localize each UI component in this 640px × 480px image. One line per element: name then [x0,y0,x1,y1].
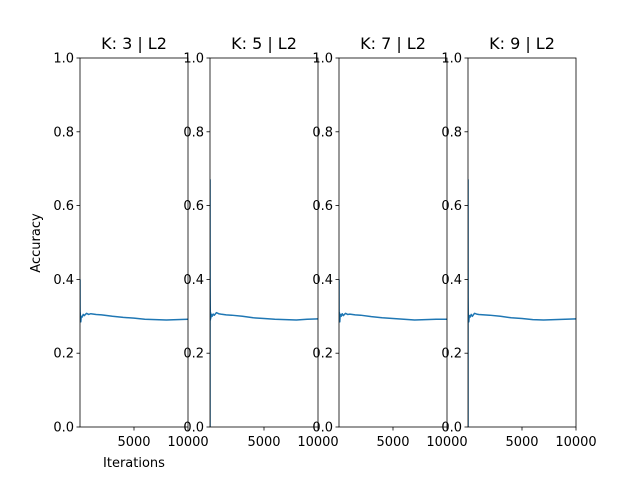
x-tick-label: 10000 [426,435,467,450]
x-tick-label: 10000 [297,435,338,450]
y-tick-label: 0.0 [441,421,462,436]
y-tick-label: 0.8 [441,125,462,140]
y-tick-label: 0.2 [183,347,204,362]
y-tick-label: 1.0 [312,52,333,67]
x-tick-label: 5000 [117,435,150,450]
x-tick-label: 5000 [376,435,409,450]
y-tick-label: 0.4 [53,273,74,288]
x-tick-label: 5000 [247,435,280,450]
subplot-3: 0.0 0.2 0.4 0.6 0.8 1.0 5000 10000 K: 7 | L2 [312,34,467,450]
y-tick-label: 0.0 [183,421,204,436]
y-tick-label: 0.8 [53,125,74,140]
y-axis-label: Accuracy [29,213,44,273]
y-tick-label: 0.2 [441,347,462,362]
x-axis-label: Iterations [103,456,165,471]
y-tick-label: 0.2 [53,347,74,362]
y-tick-label: 0.4 [312,273,333,288]
y-tick-label: 1.0 [441,52,462,67]
y-tick-label: 0.2 [312,347,333,362]
y-tick-label: 0.6 [312,199,333,214]
y-tick-label: 0.6 [53,199,74,214]
subplot-4: 0.0 0.2 0.4 0.6 0.8 1.0 5000 10000 K: 9 | L2 [441,34,596,450]
y-tick-label: 0.6 [183,199,204,214]
subplot-title: K: 9 | L2 [489,34,555,53]
x-tick-label: 10000 [167,435,208,450]
y-tick-label: 1.0 [53,52,74,67]
y-tick-label: 0.6 [441,199,462,214]
y-tick-label: 0.4 [183,273,204,288]
y-tick-label: 0.0 [312,421,333,436]
y-tick-label: 0.4 [441,273,462,288]
subplot-1: 0.0 0.2 0.4 0.6 0.8 1.0 5000 10000 K: 3 | L2 [53,34,208,450]
subplot-title: K: 7 | L2 [360,34,426,53]
y-tick-label: 0.8 [183,125,204,140]
y-tick-label: 0.8 [312,125,333,140]
subplot-2: 0.0 0.2 0.4 0.6 0.8 1.0 5000 10000 K: 5 | L2 [183,34,338,450]
x-tick-label: 5000 [505,435,538,450]
y-tick-label: 0.0 [53,421,74,436]
y-tick-label: 1.0 [183,52,204,67]
x-tick-label: 10000 [555,435,596,450]
subplot-title: K: 3 | L2 [101,34,167,53]
subplot-title: K: 5 | L2 [231,34,297,53]
